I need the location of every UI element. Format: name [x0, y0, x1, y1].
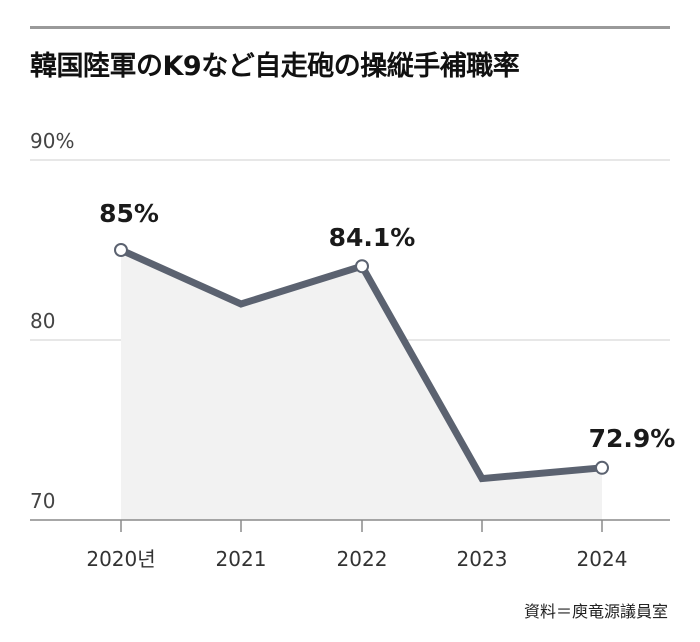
- point-marker-4: [595, 460, 609, 475]
- x-tick-label-0: 2020년: [86, 547, 155, 571]
- y-tick-label-80: 80: [30, 309, 55, 333]
- x-tick-label-2: 2022: [337, 547, 388, 571]
- x-tick-label-3: 2023: [457, 547, 508, 571]
- y-tick-label-70: 70: [30, 489, 55, 513]
- y-tick-label-90: 90%: [30, 129, 74, 153]
- source-note: 資料＝庾竜源議員室: [523, 602, 668, 621]
- data-label-0: 85%: [99, 199, 159, 228]
- data-label-4: 72.9%: [589, 424, 676, 453]
- top-rule: [30, 26, 670, 29]
- chart-title: 韓国陸軍のK9など自走砲の操縦手補職率: [30, 51, 520, 82]
- area-fill: [121, 250, 602, 520]
- point-marker-0: [114, 243, 128, 257]
- point-marker-2: [355, 259, 369, 274]
- x-tick-label-1: 2021: [216, 547, 267, 571]
- x-tick-label-4: 2024: [577, 547, 628, 571]
- data-label-2: 84.1%: [329, 223, 416, 252]
